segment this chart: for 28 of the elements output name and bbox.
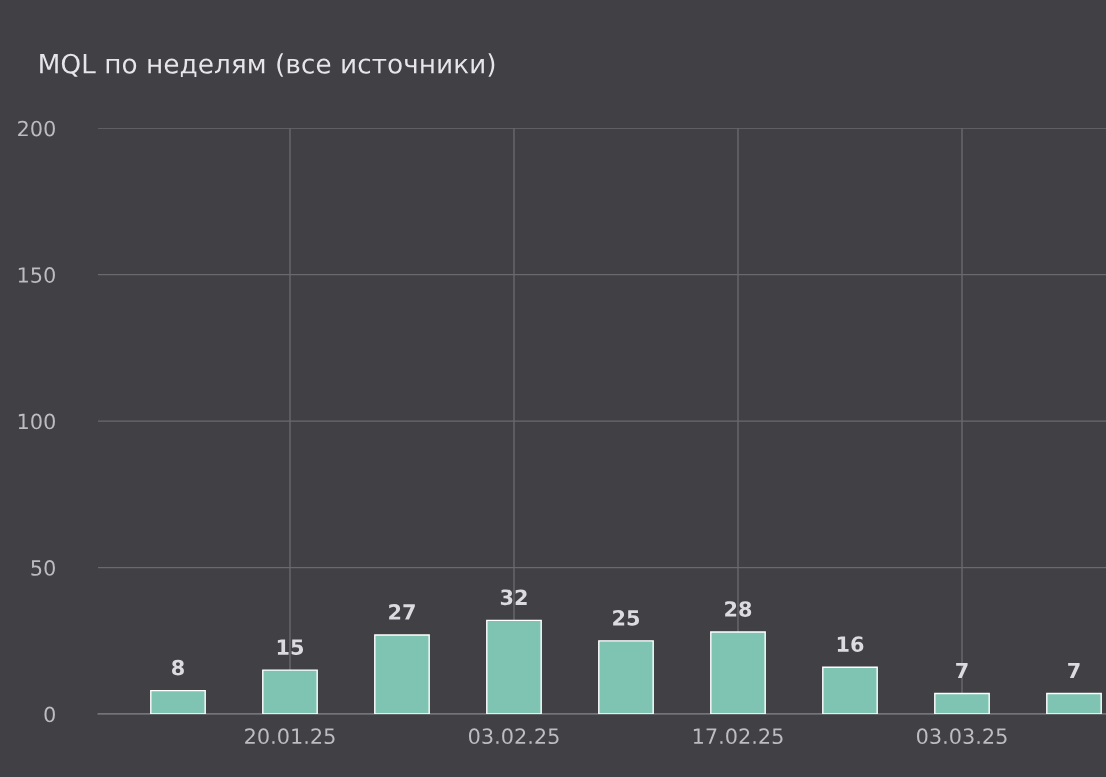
bar <box>262 669 318 715</box>
bar <box>710 631 766 715</box>
bar <box>822 666 878 715</box>
data-label: 8 <box>172 659 184 676</box>
data-label: 7 <box>956 662 968 679</box>
bar <box>598 640 654 715</box>
data-label: 15 <box>277 639 304 655</box>
data-label: 27 <box>389 604 415 620</box>
bar <box>934 692 990 715</box>
data-label: 25 <box>613 609 640 626</box>
chart-title: MQL по неделям (все источники) <box>40 53 495 77</box>
x-tick-label: 03.02.25 <box>468 728 559 745</box>
bar <box>486 619 542 715</box>
bar <box>150 689 206 715</box>
data-label: 7 <box>1068 662 1080 679</box>
bar <box>1046 692 1102 715</box>
data-label: 16 <box>837 636 864 653</box>
y-tick-label: 100 <box>18 413 55 430</box>
y-tick-label: 50 <box>31 560 55 576</box>
x-tick-label: 20.01.25 <box>245 728 335 745</box>
data-label: 32 <box>500 589 527 606</box>
y-tick-label: 150 <box>18 267 55 283</box>
data-label: 28 <box>725 601 752 617</box>
y-tick-label: 200 <box>18 120 55 137</box>
bar <box>374 634 430 715</box>
x-tick-label: 17.02.25 <box>693 728 783 745</box>
x-tick-label: 03.03.25 <box>916 728 1007 745</box>
y-tick-label: 0 <box>44 706 55 723</box>
